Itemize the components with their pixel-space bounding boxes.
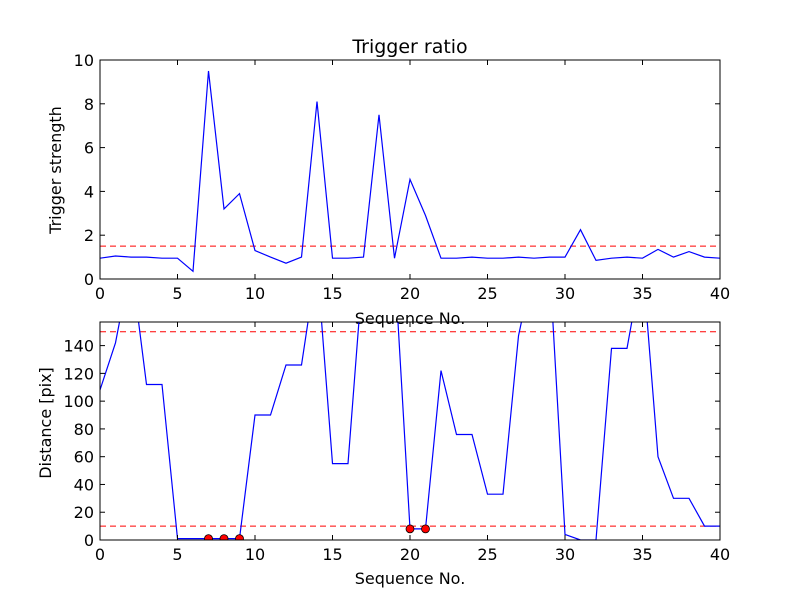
x-tick-label: 10 (245, 284, 265, 303)
x-tick-label: 5 (172, 284, 182, 303)
data-point (204, 534, 213, 540)
x-tick-label: 20 (400, 545, 420, 564)
y-tick-label: 0 (84, 531, 94, 550)
plot-area-bottom (100, 322, 720, 540)
series-group (100, 322, 720, 540)
subplot-distance: 0 5 10 15 20 25 30 35 40 0 20 40 60 80 100 120 140 Seque… (36, 321, 730, 588)
y-tick-label: 20 (74, 503, 94, 522)
y-tick-label: 100 (63, 392, 94, 411)
data-point (235, 534, 244, 540)
y-tick-label: 6 (84, 139, 94, 158)
data-point (219, 534, 229, 540)
series-line-0 (100, 70, 720, 273)
series-group (100, 70, 720, 273)
x-tick-label: 30 (555, 284, 575, 303)
x-tick-label: 10 (245, 545, 265, 564)
x-axis-label-bottom: Sequence No. (355, 569, 466, 588)
x-tick-label: 20 (400, 284, 420, 303)
x-tick-label: 35 (632, 545, 652, 564)
y-tick-label: 40 (74, 475, 94, 494)
x-tick-label: 0 (95, 545, 105, 564)
y-tick-label: 140 (63, 337, 94, 356)
y-axis-label-top: Trigger strength (46, 106, 65, 235)
y-tick-label: 8 (84, 95, 94, 114)
x-tick-label: 25 (477, 545, 497, 564)
x-tick-label: 40 (710, 545, 730, 564)
ticks-bottom: 0 5 10 15 20 25 30 35 40 0 20 40 60 80 100 120 140 (63, 322, 730, 564)
x-axis-label-top: Sequence No. (355, 309, 466, 328)
x-tick-label: 15 (322, 284, 342, 303)
y-tick-label: 0 (84, 270, 94, 289)
x-tick-label: 35 (632, 284, 652, 303)
plot-area-top (100, 70, 720, 273)
data-point (405, 524, 415, 534)
data-point (421, 524, 430, 534)
y-tick-label: 120 (63, 364, 94, 383)
x-tick-label: 0 (95, 284, 105, 303)
y-axis-label-bottom: Distance [pix] (36, 367, 55, 479)
y-tick-label: 60 (74, 448, 94, 467)
x-tick-label: 30 (555, 545, 575, 564)
x-tick-label: 25 (477, 284, 497, 303)
subplot-trigger-ratio: Trigger ratio 0 5 10 15 20 25 30 35 40 0 2 4 6 8 10 Se… (46, 36, 730, 328)
x-tick-label: 5 (172, 545, 182, 564)
y-tick-label: 80 (74, 420, 94, 439)
x-tick-label: 40 (710, 284, 730, 303)
x-tick-label: 15 (322, 545, 342, 564)
y-tick-label: 10 (74, 51, 94, 70)
y-tick-label: 2 (84, 226, 94, 245)
y-tick-label: 4 (84, 182, 94, 201)
chart-title: Trigger ratio (351, 36, 467, 58)
ticks-top: 0 5 10 15 20 25 30 35 40 0 2 4 6 8 10 (74, 51, 731, 303)
